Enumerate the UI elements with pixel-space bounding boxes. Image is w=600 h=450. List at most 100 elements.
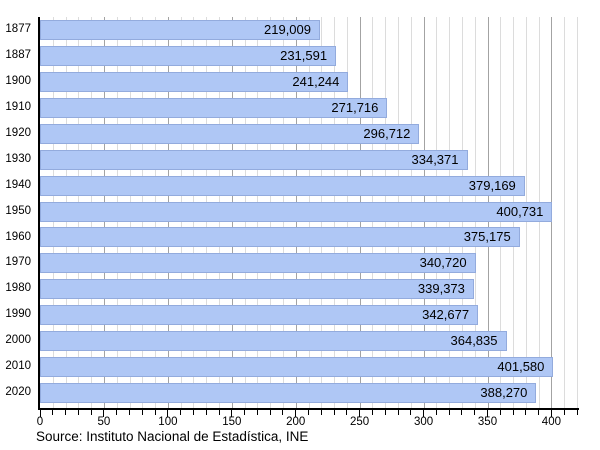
bar-1877: 219,009 bbox=[40, 20, 320, 40]
year-label-1950: 1950 bbox=[5, 204, 31, 217]
bar-1920: 296,712 bbox=[40, 123, 420, 144]
x-tick-label-200: 200 bbox=[286, 416, 306, 428]
bar-value-label: 271,716 bbox=[331, 99, 379, 115]
bar-1887: 231,591 bbox=[40, 45, 337, 66]
axis-tick-230 bbox=[333, 410, 335, 415]
bar-value-label: 375,175 bbox=[463, 229, 511, 245]
year-label-1970: 1970 bbox=[5, 256, 31, 269]
year-label-2000: 2000 bbox=[5, 334, 31, 347]
source-caption: Source: Instituto Nacional de Estadístic… bbox=[36, 429, 309, 444]
axis-tick-260 bbox=[371, 410, 373, 415]
year-label-2010: 2010 bbox=[5, 360, 31, 373]
axis-tick-320 bbox=[448, 410, 450, 415]
axis-tick-20 bbox=[65, 410, 67, 415]
minor-gridline bbox=[564, 17, 566, 408]
bar-value-label: 388,270 bbox=[480, 385, 528, 400]
axis-tick-150 bbox=[231, 410, 233, 417]
year-label-1980: 1980 bbox=[5, 282, 31, 295]
x-tick-label-100: 100 bbox=[158, 416, 178, 428]
x-tick-label-150: 150 bbox=[222, 416, 242, 428]
axis-tick-100 bbox=[167, 410, 169, 417]
year-axis: 1877 1887 1900 1910 1920 1930 1940 1950 1960 1970… bbox=[0, 17, 31, 408]
x-tick-label-250: 250 bbox=[350, 416, 370, 428]
axis-tick-250 bbox=[359, 410, 361, 417]
bars-layer: 219,009 231,591 241,244 271,716 296,712 334,3… bbox=[40, 17, 579, 408]
bar-1960: 375,175 bbox=[40, 227, 520, 248]
axis-tick-10 bbox=[52, 410, 54, 415]
bar-1980: 339,373 bbox=[40, 279, 474, 300]
year-label-1900: 1900 bbox=[5, 74, 31, 87]
bar-value-label: 340,720 bbox=[419, 255, 467, 271]
bar-value-label: 296,712 bbox=[363, 125, 411, 141]
axis-tick-310 bbox=[435, 410, 437, 415]
plot-area: 219,009 231,591 241,244 271,716 296,712 334,3… bbox=[38, 17, 579, 410]
bar-value-label: 241,244 bbox=[292, 73, 340, 89]
axis-tick-300 bbox=[423, 410, 425, 417]
bar-1910: 271,716 bbox=[40, 97, 388, 118]
bar-2000: 364,835 bbox=[40, 331, 507, 352]
bar-value-label: 401,580 bbox=[497, 359, 545, 375]
axis-tick-110 bbox=[180, 410, 182, 415]
axis-tick-160 bbox=[244, 410, 246, 415]
axis-tick-0 bbox=[40, 410, 41, 417]
axis-tick-120 bbox=[192, 410, 194, 415]
x-tick-label-300: 300 bbox=[414, 416, 434, 428]
axis-tick-190 bbox=[282, 410, 284, 415]
year-label-1940: 1940 bbox=[5, 178, 31, 191]
axis-tick-30 bbox=[77, 410, 79, 415]
axis-tick-50 bbox=[103, 410, 105, 417]
bar-value-label: 339,373 bbox=[417, 281, 465, 297]
axis-tick-390 bbox=[538, 410, 540, 415]
bar-value-label: 379,169 bbox=[468, 177, 516, 193]
axis-tick-40 bbox=[90, 410, 92, 415]
year-label-2020: 2020 bbox=[5, 386, 31, 399]
x-tick-label-400: 400 bbox=[541, 416, 561, 428]
axis-tick-200 bbox=[295, 410, 297, 417]
bar-1970: 340,720 bbox=[40, 253, 476, 274]
axis-tick-170 bbox=[256, 410, 258, 415]
axis-tick-140 bbox=[218, 410, 220, 415]
axis-tick-280 bbox=[397, 410, 399, 415]
axis-tick-290 bbox=[410, 410, 412, 415]
axis-tick-420 bbox=[576, 410, 578, 415]
axis-tick-370 bbox=[512, 410, 514, 415]
year-label-1960: 1960 bbox=[5, 230, 31, 243]
axis-tick-180 bbox=[269, 410, 271, 415]
bar-value-label: 334,371 bbox=[411, 151, 459, 167]
axis-tick-80 bbox=[141, 410, 143, 415]
year-label-1990: 1990 bbox=[5, 308, 31, 321]
x-axis-labels: 0 50 100 150 200 250 300 350 400 bbox=[36, 416, 577, 430]
year-label-1887: 1887 bbox=[5, 48, 31, 61]
axis-tick-340 bbox=[474, 410, 476, 415]
x-tick-label-350: 350 bbox=[477, 416, 498, 428]
axis-tick-350 bbox=[487, 410, 488, 417]
axis-tick-60 bbox=[116, 410, 118, 415]
bar-2020: 388,270 bbox=[40, 383, 537, 403]
bar-value-label: 231,591 bbox=[280, 47, 328, 63]
axis-tick-220 bbox=[320, 410, 322, 415]
axis-tick-240 bbox=[346, 410, 348, 415]
x-tick-label-0: 0 bbox=[36, 416, 44, 428]
year-label-1910: 1910 bbox=[5, 100, 31, 113]
bar-value-label: 342,677 bbox=[422, 307, 470, 323]
axis-tick-130 bbox=[205, 410, 207, 415]
axis-tick-380 bbox=[525, 410, 527, 415]
bar-value-label: 219,009 bbox=[264, 22, 311, 37]
bar-1950: 400,731 bbox=[40, 201, 553, 222]
axis-tick-270 bbox=[384, 410, 386, 415]
bar-1930: 334,371 bbox=[40, 149, 468, 170]
bar-value-label: 364,835 bbox=[450, 333, 498, 349]
bar-value-label: 400,731 bbox=[496, 203, 544, 219]
year-label-1930: 1930 bbox=[5, 152, 31, 165]
bar-1940: 379,169 bbox=[40, 175, 525, 196]
axis-tick-90 bbox=[154, 410, 156, 415]
axis-tick-330 bbox=[461, 410, 463, 415]
bar-2010: 401,580 bbox=[40, 357, 554, 378]
axis-tick-410 bbox=[563, 410, 565, 415]
bar-1900: 241,244 bbox=[40, 71, 349, 92]
axis-tick-210 bbox=[308, 410, 309, 415]
minor-gridline bbox=[577, 17, 578, 408]
axis-tick-70 bbox=[129, 410, 130, 415]
x-axis-ticks bbox=[40, 410, 578, 418]
